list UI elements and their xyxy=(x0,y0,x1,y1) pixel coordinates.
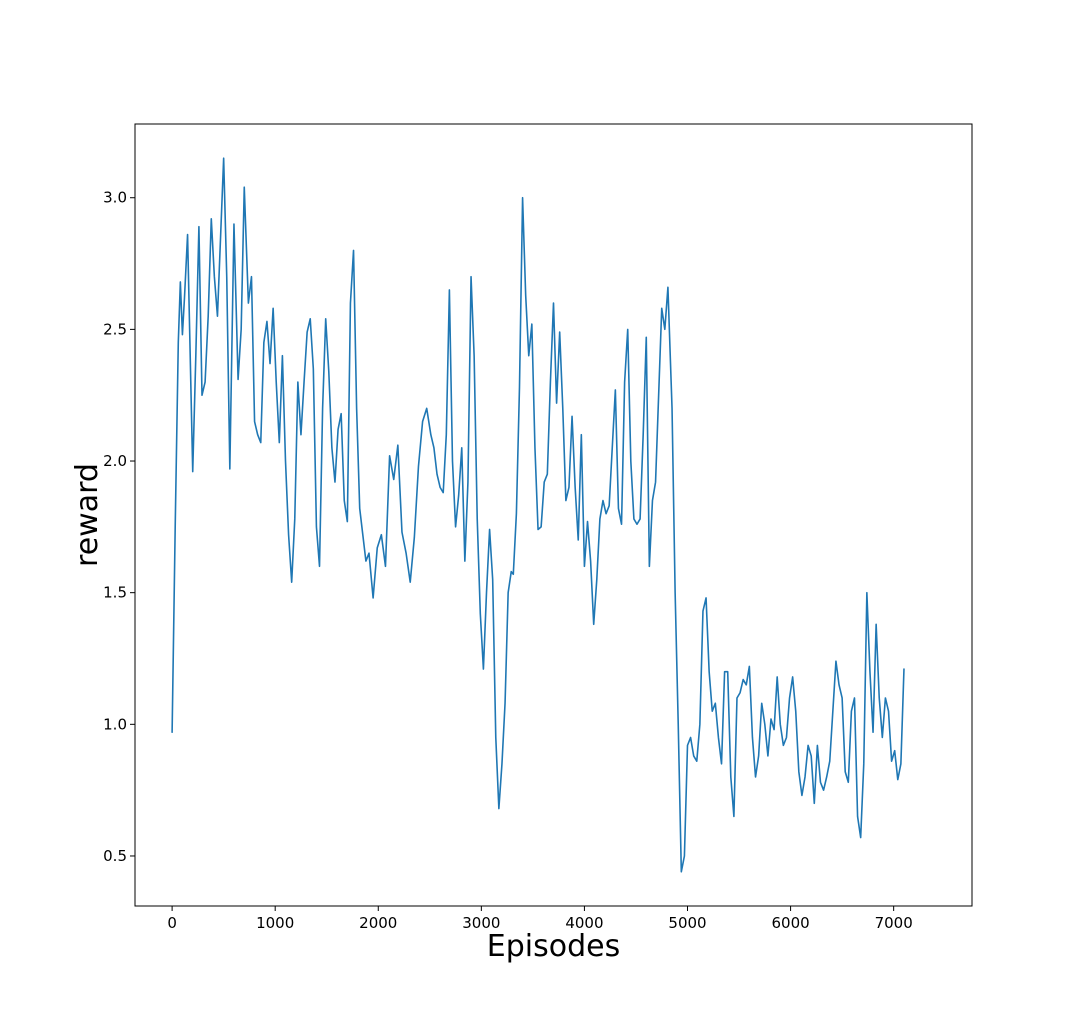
y-axis-ticks: 0.5 1.0 1.5 2.0 2.5 3.0 xyxy=(103,189,135,865)
y-tick-label: 2.5 xyxy=(103,320,127,338)
y-tick-label: 2.0 xyxy=(103,452,127,470)
y-tick-label: 0.5 xyxy=(103,847,127,865)
reward-series-line xyxy=(171,157,905,873)
y-axis-title: reward xyxy=(70,463,105,567)
x-tick-label: 3000 xyxy=(462,914,500,932)
y-tick-label: 1.0 xyxy=(103,715,127,733)
y-tick-label: 3.0 xyxy=(103,189,127,207)
y-tick-label: 1.5 xyxy=(103,584,127,602)
x-axis-title: Episodes xyxy=(487,929,620,964)
plot-frame xyxy=(134,123,973,907)
x-tick-label: 7000 xyxy=(875,914,913,932)
x-tick-label: 1000 xyxy=(256,914,294,932)
plot-area xyxy=(171,157,905,873)
x-tick-label: 5000 xyxy=(668,914,706,932)
x-tick-label: 2000 xyxy=(359,914,397,932)
x-tick-label: 6000 xyxy=(771,914,809,932)
x-tick-label: 4000 xyxy=(565,914,603,932)
x-axis-ticks: 0 1000 2000 3000 4000 5000 6000 7000 xyxy=(167,906,913,932)
x-tick-label: 0 xyxy=(167,914,177,932)
